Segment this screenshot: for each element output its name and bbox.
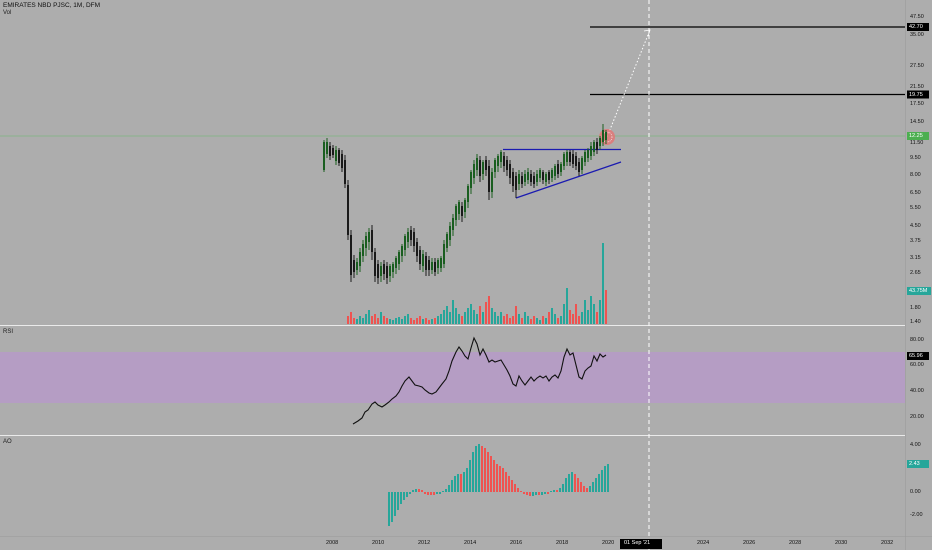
time-tick: 2018 [556, 540, 569, 546]
rsi-badge-bg [907, 352, 929, 360]
rsi-value-badge: 65.96 [909, 353, 923, 359]
ao-value-badge: 2.43 [909, 461, 920, 467]
price-tick: 9.50 [910, 155, 921, 161]
volume-value-badge: 43.75M [909, 288, 928, 294]
ao-badge-bg [907, 460, 929, 468]
volume-legend[interactable]: Vol [3, 10, 12, 16]
time-tick: 2014 [464, 540, 477, 546]
cursor-date-badge-bg [620, 539, 662, 549]
price-tick: 5.50 [910, 205, 921, 211]
target-1-price-badge: 42.70 [909, 24, 923, 30]
time-tick: 2030 [835, 540, 848, 546]
target-1-badge-bg [907, 23, 929, 31]
time-tick: 2010 [372, 540, 385, 546]
ao-pane-title[interactable]: AO [3, 439, 12, 445]
price-tick: 11.50 [910, 140, 924, 146]
ao-histogram [388, 444, 609, 526]
time-tick: 2026 [743, 540, 756, 546]
target-2-price-badge: 19.75 [909, 91, 923, 98]
ao-tick: 0.00 [910, 489, 921, 495]
volume-bars [347, 243, 607, 324]
target-2-badge-bg [907, 90, 929, 99]
rsi-tick: 60.00 [910, 362, 924, 368]
price-tick: 2.65 [910, 270, 921, 276]
price-tick: 35.00 [910, 32, 924, 38]
symbol-title[interactable]: EMIRATES NBD PJSC, 1M, DFM [3, 2, 101, 9]
support-trendline[interactable] [515, 161, 622, 199]
price-candles [323, 124, 607, 284]
time-tick: 2032 [881, 540, 894, 546]
price-tick: 47.50 [910, 14, 924, 20]
rsi-pane-title[interactable]: RSI [3, 329, 14, 335]
time-tick: 2008 [326, 540, 339, 546]
rsi-tick: 80.00 [910, 337, 924, 343]
time-tick: 2016 [510, 540, 523, 546]
projection-arrowhead [643, 29, 651, 37]
price-tick: 21.50 [910, 84, 924, 90]
price-tick: 6.50 [910, 190, 921, 196]
price-tick: 27.50 [910, 63, 924, 69]
price-tick: 1.40 [910, 319, 921, 325]
price-tick: 8.00 [910, 172, 921, 178]
price-tick: 1.80 [910, 305, 921, 311]
volume-badge-bg [907, 287, 931, 295]
rsi-line [352, 336, 607, 425]
ao-tick: -2.00 [910, 512, 923, 518]
price-tick: 17.50 [910, 101, 924, 107]
projection-arrow [606, 29, 651, 138]
price-badge-bg [907, 132, 929, 140]
current-price-badge: 12.25 [909, 133, 923, 139]
ao-tick: 4.00 [910, 442, 921, 448]
price-tick: 14.50 [910, 119, 924, 125]
rsi-tick: 20.00 [910, 414, 924, 420]
price-tick: 3.75 [910, 238, 921, 244]
price-tick: 3.15 [910, 255, 921, 261]
rsi-tick: 40.00 [910, 388, 924, 394]
time-tick: 2012 [418, 540, 431, 546]
time-tick: 2024 [697, 540, 710, 546]
time-tick: 2028 [789, 540, 802, 546]
cursor-date-badge: 01 Sep '21 [624, 540, 651, 546]
time-tick: 2020 [602, 540, 615, 546]
price-tick: 4.50 [910, 223, 921, 229]
